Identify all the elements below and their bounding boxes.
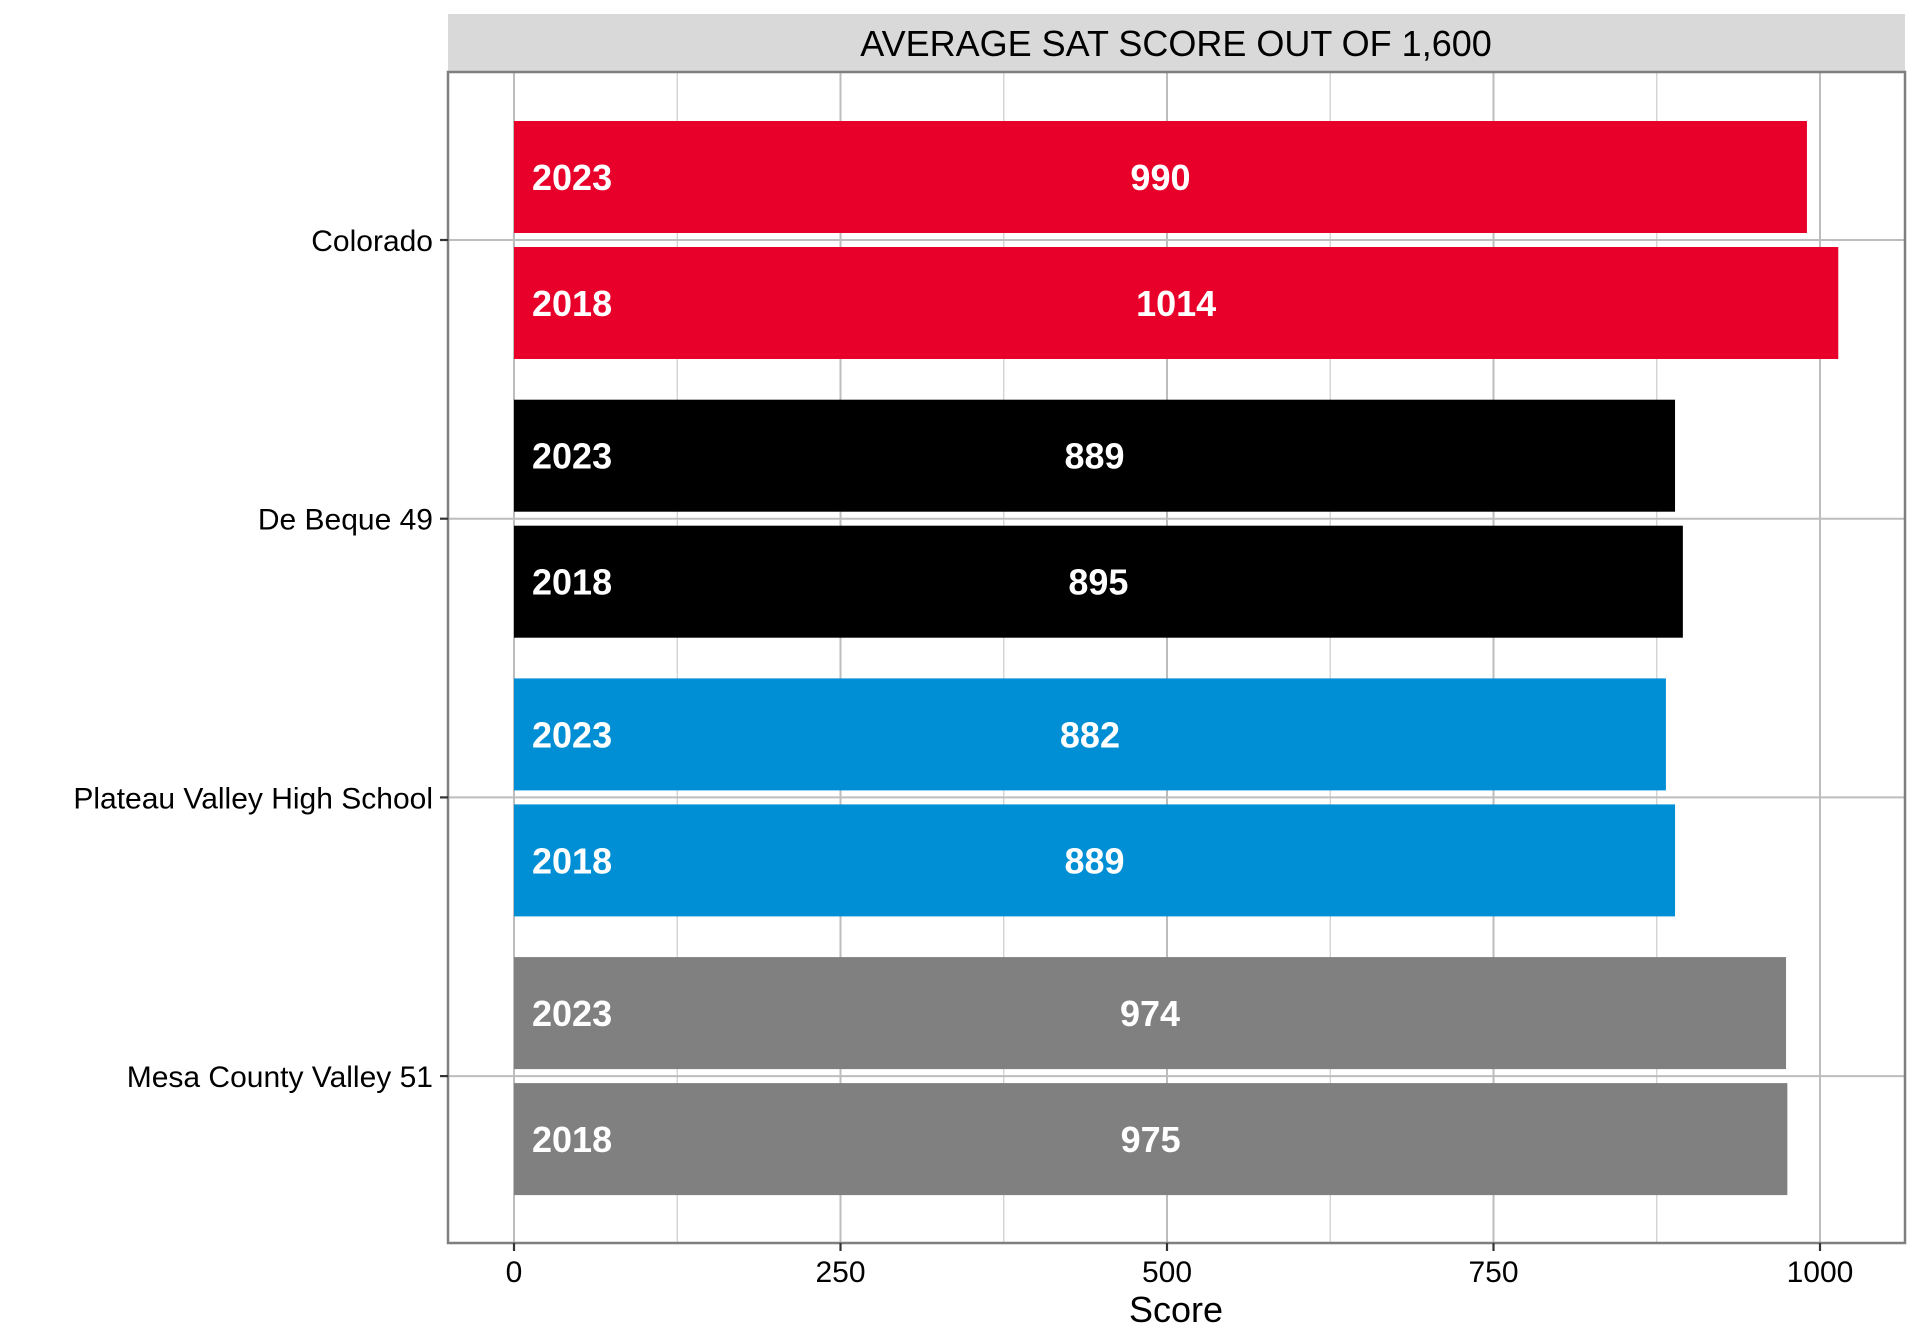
bar-year-label: 2023 [532, 993, 612, 1034]
bar-value-label: 1014 [1136, 283, 1216, 324]
chart-title: AVERAGE SAT SCORE OUT OF 1,600 [860, 23, 1492, 64]
bar-year-label: 2018 [532, 840, 612, 881]
bars: 2023 990 2018 1014 2023 889 2018 895 2023 882 2018… [514, 121, 1839, 1196]
bar [514, 678, 1666, 791]
bar-value-label: 975 [1121, 1119, 1181, 1160]
bar-value-label: 990 [1130, 157, 1190, 198]
y-tick-label: Colorado [311, 225, 433, 258]
bar-year-label: 2023 [532, 436, 612, 477]
bar-year-label: 2018 [532, 1119, 612, 1160]
x-tick-label: 0 [506, 1256, 523, 1289]
bar-year-label: 2023 [532, 714, 612, 755]
bar [514, 525, 1683, 638]
x-tick-label: 250 [815, 1256, 865, 1289]
bar-value-label: 882 [1060, 714, 1120, 755]
bar [514, 247, 1839, 359]
bar [514, 957, 1787, 1070]
bar-year-label: 2018 [532, 283, 612, 324]
bar [514, 804, 1676, 917]
y-tick-label: Plateau Valley High School [73, 782, 433, 815]
panel-border [446, 70, 1907, 1245]
y-axis: Colorado De Beque 49 Plateau Valley High S… [73, 225, 448, 1094]
y-tick-label: De Beque 49 [258, 504, 433, 537]
x-axis: 0 250 500 750 1000 [506, 1243, 1854, 1289]
bar-value-label: 889 [1064, 436, 1124, 477]
bar [514, 121, 1807, 233]
bar-year-label: 2018 [532, 562, 612, 603]
x-tick-label: 1000 [1787, 1256, 1854, 1289]
x-tick-label: 500 [1142, 1256, 1192, 1289]
x-tick-label: 750 [1468, 1256, 1518, 1289]
bar-value-label: 889 [1064, 840, 1124, 881]
bar [514, 399, 1676, 512]
bar-year-label: 2023 [532, 157, 612, 198]
y-tick-label: Mesa County Valley 51 [127, 1061, 433, 1094]
x-axis-label: Score [1129, 1289, 1223, 1330]
bar-value-label: 895 [1068, 562, 1128, 603]
facet-strip [448, 14, 1905, 72]
bar [514, 1083, 1788, 1196]
bar-value-label: 974 [1120, 993, 1180, 1034]
